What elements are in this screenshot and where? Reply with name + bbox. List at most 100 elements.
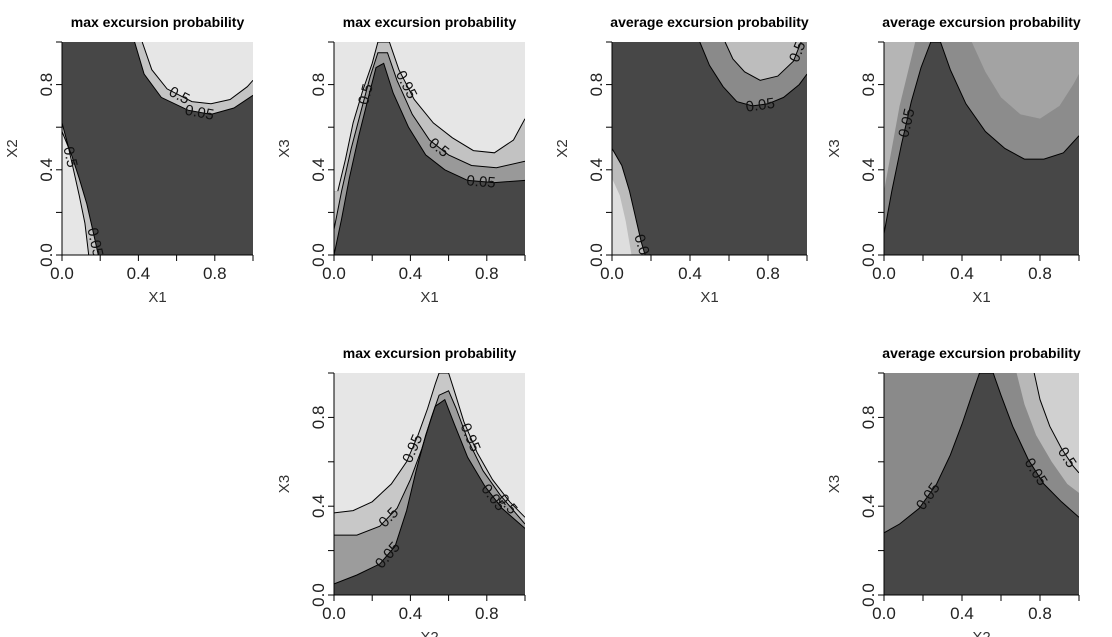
chart-title: average excursion probability <box>882 345 1081 361</box>
y-tick-label: 0.8 <box>309 406 328 430</box>
y-tick-label: 0.4 <box>309 494 328 518</box>
contour-line <box>699 42 807 107</box>
contour-line <box>724 42 802 81</box>
chart-panel-2: 0.950.50.050.50.0 0.4 0.80.00.40.8X1X3max … <box>276 14 526 306</box>
contour-label: 0.05 <box>745 95 776 116</box>
x-tick-label: 0.8 <box>1028 604 1052 623</box>
contour-label: 0.05 <box>184 102 216 124</box>
y-tick-label: 0.8 <box>37 73 56 97</box>
contour-line <box>884 42 1079 234</box>
chart-panel-4: 0.05 0.0 0.4 0.8 0.0 0.4 0.8 X1 X3 average excurs… <box>826 14 1081 306</box>
y-tick-label: 0.4 <box>859 158 878 182</box>
x-tick-label: 0.4 <box>950 264 974 283</box>
heatmap-region <box>334 373 440 513</box>
y-tick-label: 0.8 <box>587 73 606 97</box>
x-tick-label: 0.8 <box>756 264 780 283</box>
contour-line <box>334 390 525 536</box>
contour-line <box>334 62 525 255</box>
chart-title: max excursion probability <box>343 345 517 361</box>
x-tick-label: 0.0 <box>872 264 896 283</box>
y-tick-label: 0.8 <box>859 406 878 430</box>
x-tick-label: 0.4 <box>399 604 423 623</box>
contour-label: 0.05 <box>630 232 655 265</box>
heatmap-region <box>62 122 89 255</box>
contour-label: 0.05 <box>895 107 918 139</box>
heatmap-region <box>334 52 525 255</box>
y-axis-title: X3 <box>276 475 293 493</box>
chart-panel-5: 0.950.50.050.950.50.050.0 0.4 0.80.00.40.8… <box>276 345 526 637</box>
contour-line <box>1033 373 1079 474</box>
heatmap-region <box>1034 373 1079 473</box>
contour-line <box>141 42 253 105</box>
heatmap-region <box>62 122 99 255</box>
contour-label: 0.5 <box>355 82 377 107</box>
y-tick-label: 0.8 <box>309 73 328 97</box>
chart-title: max excursion probability <box>343 14 517 30</box>
contour-line <box>337 42 525 192</box>
contour-line <box>134 42 253 115</box>
heatmap-region <box>334 390 525 584</box>
heatmap-region <box>134 42 253 115</box>
x-tick-label: 0.8 <box>1028 264 1052 283</box>
contour-line <box>334 373 525 518</box>
x-tick-label: 0.0 <box>322 264 346 283</box>
x-tick-label: 0.0 <box>872 604 896 623</box>
x-tick-label: 0.0 <box>600 264 624 283</box>
heatmap-region <box>334 42 525 230</box>
chart-title: average excursion probability <box>610 14 809 30</box>
x-tick-label: 0.0 <box>322 604 346 623</box>
y-tick-label: 0.0 <box>309 243 328 267</box>
chart-panel-3: 0.5 0.05 0.05 0.0 0.4 0.8 0.0 0.4 0.8 X1 X2 average… <box>554 14 810 306</box>
y-tick-label: 0.4 <box>37 158 56 182</box>
heatmap-region <box>142 42 253 104</box>
x-tick-label: 0.4 <box>127 264 151 283</box>
contour-line <box>62 131 99 255</box>
chart-panel-6: 0.050.50.050.00.40.80.00.40.8X2X3average… <box>826 345 1081 637</box>
x-tick-label: 0.8 <box>203 264 227 283</box>
y-tick-label: 0.4 <box>587 158 606 182</box>
chart-panel-1: 0.50.050.50.050.0 0.4 0.80.00.40.8X1X2max … <box>4 14 254 306</box>
contour-label: 0.5 <box>60 145 81 169</box>
contour-label: 0.05 <box>83 226 106 258</box>
heatmap-region <box>612 178 632 255</box>
y-tick-label: 0.0 <box>859 583 878 607</box>
chart-title: max excursion probability <box>71 14 245 30</box>
x-axis-title: X2 <box>972 629 990 637</box>
y-tick-label: 0.0 <box>859 243 878 267</box>
heatmap-region <box>389 42 525 153</box>
contour-label: 0.5 <box>786 39 810 65</box>
x-axis-title: X2 <box>420 629 438 637</box>
contour-line <box>884 373 1079 534</box>
contour-line <box>334 398 525 585</box>
y-axis-title: X3 <box>826 139 843 157</box>
y-tick-label: 0.4 <box>859 494 878 518</box>
y-axis-title: X2 <box>4 139 21 157</box>
heatmap-region <box>334 373 525 536</box>
heatmap-region <box>884 42 916 192</box>
heatmap-region <box>334 42 378 192</box>
x-axis-title: X1 <box>148 289 166 306</box>
x-tick-label: 0.8 <box>475 264 499 283</box>
x-axis-title: X1 <box>700 289 718 306</box>
y-axis-title: X3 <box>276 139 293 157</box>
y-tick-label: 0.4 <box>309 158 328 182</box>
contour-line <box>612 148 646 255</box>
y-axis-title: X3 <box>826 475 843 493</box>
y-tick-label: 0.0 <box>37 243 56 267</box>
heatmap-region <box>448 373 525 518</box>
y-tick-label: 0.0 <box>309 583 328 607</box>
panels: 0.5 0.05 0.5 0.05 0.0 0.4 0.8 0.0 0.4 0.8 X1 X2 max … <box>4 14 1081 637</box>
x-tick-label: 0.0 <box>50 264 74 283</box>
x-tick-label: 0.4 <box>950 604 974 623</box>
x-tick-label: 0.8 <box>475 604 499 623</box>
heatmap-region <box>884 373 980 533</box>
contour-label: 0.05 <box>466 172 496 191</box>
contour-line <box>62 122 90 255</box>
x-axis-title: X1 <box>972 289 990 306</box>
x-axis-title: X1 <box>420 289 438 306</box>
y-axis-title: X2 <box>554 139 571 157</box>
contour-line <box>334 52 525 230</box>
chart-title: average excursion probability <box>882 14 1081 30</box>
x-tick-label: 0.4 <box>678 264 702 283</box>
